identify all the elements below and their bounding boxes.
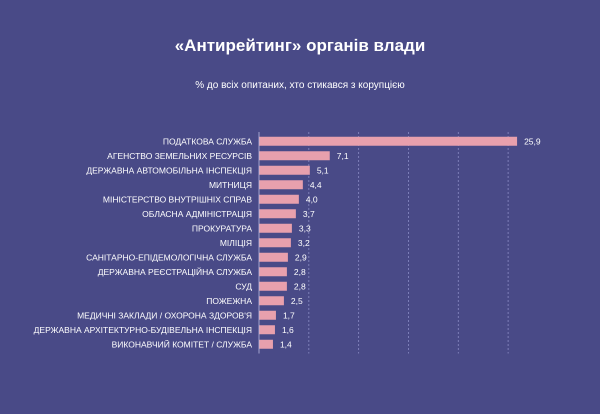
- value-label: 2,8: [294, 281, 306, 291]
- value-label: 3,3: [299, 223, 311, 233]
- bar: [259, 252, 288, 262]
- bar: [259, 165, 310, 175]
- value-label: 1,6: [282, 325, 294, 335]
- chart-subtitle: % до всіх опитаних, хто стикався з коруп…: [195, 80, 405, 91]
- category-label: МЕДИЧНІ ЗАКЛАДИ / ОХОРОНА ЗДОРОВ'Я: [77, 310, 252, 320]
- bar: [259, 267, 287, 277]
- category-label: СУД: [235, 281, 252, 291]
- bar: [259, 209, 296, 219]
- bar: [259, 296, 284, 306]
- bar: [259, 310, 276, 320]
- bar: [259, 223, 292, 233]
- bar: [259, 281, 287, 291]
- category-label: ДЕРЖАВНА АРХІТЕКТУРНО-БУДІВЕЛЬНА ІНСПЕКЦ…: [34, 325, 252, 335]
- value-label: 1,4: [280, 339, 292, 349]
- bar: [259, 180, 303, 190]
- bar: [259, 136, 518, 146]
- value-label: 7,1: [337, 151, 349, 161]
- value-label: 4,4: [310, 180, 322, 190]
- category-label: ПОЖЕЖНА: [206, 296, 252, 306]
- chart-title: «Антирейтинг» органів влади: [174, 36, 426, 55]
- category-label: МІЛІЦІЯ: [220, 238, 252, 248]
- category-label: МІНІСТЕРСТВО ВНУТРІШНІХ СПРАВ: [103, 194, 252, 204]
- value-label: 3,2: [298, 238, 310, 248]
- category-label: САНІТАРНО-ЕПІДЕМОЛОГІЧНА СЛУЖБА: [86, 252, 252, 262]
- bar: [259, 325, 275, 335]
- bar: [259, 194, 299, 204]
- category-label: ОБЛАСНА АДМІНІСТРАЦІЯ: [142, 209, 252, 219]
- value-label: 25,9: [524, 136, 541, 146]
- category-label: АГЕНСТВО ЗЕМЕЛЬНИХ РЕСУРСІВ: [107, 151, 252, 161]
- bar: [259, 151, 330, 161]
- category-label: ДЕРЖАВНА АВТОМОБІЛЬНА ІНСПЕКЦІЯ: [86, 165, 252, 175]
- value-label: 2,8: [294, 267, 306, 277]
- category-label: МИТНИЦЯ: [209, 180, 252, 190]
- category-label: ВИКОНАВЧИЙ КОМІТЕТ / СЛУЖБА: [112, 338, 253, 349]
- value-label: 5,1: [317, 165, 329, 175]
- value-label: 2,9: [295, 252, 307, 262]
- value-label: 2,5: [291, 296, 303, 306]
- grid-lines: [308, 132, 509, 354]
- bar: [259, 339, 273, 349]
- value-label: 1,7: [283, 310, 295, 320]
- bars: ПОДАТКОВА СЛУЖБА 25,9 АГЕНСТВО ЗЕМЕЛЬНИХ Р…: [34, 136, 541, 349]
- category-label: ПРОКУРАТУРА: [192, 223, 252, 233]
- value-label: 4,0: [306, 194, 318, 204]
- value-label: 3,7: [303, 209, 315, 219]
- category-label: ДЕРЖАВНА РЕЄСТРАЦІЙНА СЛУЖБА: [98, 266, 253, 277]
- category-label: ПОДАТКОВА СЛУЖБА: [163, 136, 252, 146]
- bar: [259, 238, 291, 248]
